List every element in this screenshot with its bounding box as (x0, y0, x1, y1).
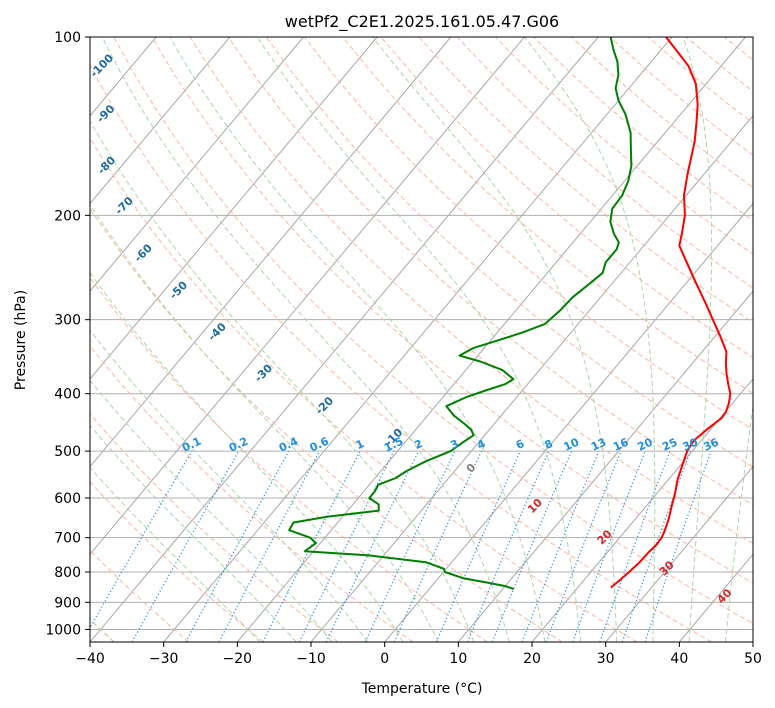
y-tick-label: 600 (54, 491, 81, 507)
y-tick-label: 100 (54, 30, 81, 46)
y-axis-label: Pressure (hPa) (13, 290, 29, 390)
mixing-ratio-label: 36 (701, 435, 721, 453)
moist-adiabat-line (682, 37, 713, 642)
mixing-ratio-label: 10 (562, 435, 582, 453)
mixing-ratio-line (262, 450, 361, 642)
x-tick-label: −20 (223, 651, 253, 667)
y-axis: 100 200 300 400 500 600 700 800 900 1000 (45, 30, 90, 638)
isotherm-line (384, 202, 753, 642)
isotherm-line (90, 37, 599, 642)
y-tick-label: 200 (54, 208, 81, 224)
mixing-ratio-line (364, 450, 456, 642)
mixing-ratio-line (521, 450, 600, 642)
x-tick-label: −40 (75, 651, 105, 667)
mixing-ratio-line (491, 450, 573, 642)
mixing-ratio-line (466, 450, 550, 642)
x-tick-label: 50 (744, 651, 762, 667)
moist-adiabat-line (90, 119, 475, 642)
y-tick-label: 400 (54, 387, 81, 403)
moist-adiabat-line (256, 37, 582, 642)
moist-adiabat-line (169, 37, 546, 642)
isotherm-line (236, 37, 746, 642)
dry-adiabat-line (90, 481, 264, 642)
y-tick-label: 800 (54, 565, 81, 581)
temperature-profile-line (610, 37, 732, 589)
chart-title: wetPf2_C2E1.2025.161.05.47.G06 (285, 12, 559, 32)
isotherm-line (457, 290, 753, 642)
moist-adiabat-line (90, 203, 439, 642)
isotherm-line (90, 37, 304, 292)
moist-adiabat-line (725, 402, 753, 642)
x-tick-label: −10 (296, 651, 326, 667)
sounding-profiles (288, 37, 732, 591)
mixing-ratio-label: 16 (611, 435, 631, 453)
y-tick-label: 1000 (45, 622, 81, 638)
x-tick-label: −30 (149, 651, 179, 667)
background-reference-lines (90, 37, 753, 642)
plot-frame (89, 36, 754, 643)
mixing-ratio-line (599, 450, 671, 642)
isotherm-line (90, 37, 231, 205)
x-tick-label: 20 (523, 651, 541, 667)
dry-adiabat-line (90, 137, 638, 642)
x-tick-label: 30 (597, 651, 615, 667)
dry-adiabat-line (189, 37, 753, 545)
isotherm-line (90, 37, 452, 468)
moist-adiabat-line (90, 424, 297, 642)
mixing-ratio-label: 25 (660, 436, 679, 454)
mixing-ratio-line (435, 450, 521, 642)
moist-adiabat-line (90, 271, 404, 642)
mixing-ratio-line (644, 450, 712, 642)
y-tick-label: 900 (54, 595, 81, 611)
y-tick-label: 700 (54, 531, 81, 547)
mixing-ratio-line (393, 450, 483, 642)
x-tick-label: 0 (380, 651, 389, 667)
isotherm-line (90, 37, 378, 380)
moist-adiabat-line (101, 37, 510, 642)
y-tick-label: 300 (54, 313, 81, 329)
y-tick-label: 500 (54, 444, 81, 460)
isotherm-line (531, 378, 753, 642)
x-axis-label: Temperature (°C) (361, 681, 483, 697)
dry-adiabat-line (90, 276, 488, 642)
mixing-ratio-line (90, 450, 193, 629)
moist-adiabat-line (524, 37, 656, 642)
isotherm-line (605, 465, 753, 642)
x-axis: −40 −30 −20 −10 0 10 20 30 40 50 (75, 642, 762, 667)
dry-adiabat-line (227, 37, 753, 506)
dewpoint-profile-line (288, 37, 633, 591)
dry-adiabat-line (456, 37, 753, 289)
x-tick-label: 40 (670, 651, 688, 667)
mixing-ratio-label: 13 (589, 436, 608, 454)
isotherm-line (90, 37, 525, 556)
dry-adiabat-line (90, 207, 563, 642)
mixing-ratio-line (572, 450, 646, 642)
dry-adiabat-line (304, 37, 753, 431)
mixing-ratio-label: 20 (635, 435, 655, 453)
mixing-ratio-line (218, 450, 321, 642)
mixing-ratio-line (325, 450, 420, 642)
x-tick-label: 10 (449, 651, 467, 667)
isotherm-line (163, 37, 673, 642)
mixing-ratio-label: 30 (681, 435, 701, 453)
moist-adiabat-line (90, 466, 261, 642)
dry-adiabat-line (151, 37, 753, 584)
dry-adiabat-line (90, 64, 712, 642)
mixing-ratio-line (545, 450, 622, 642)
mixing-ratio-line (298, 450, 395, 642)
